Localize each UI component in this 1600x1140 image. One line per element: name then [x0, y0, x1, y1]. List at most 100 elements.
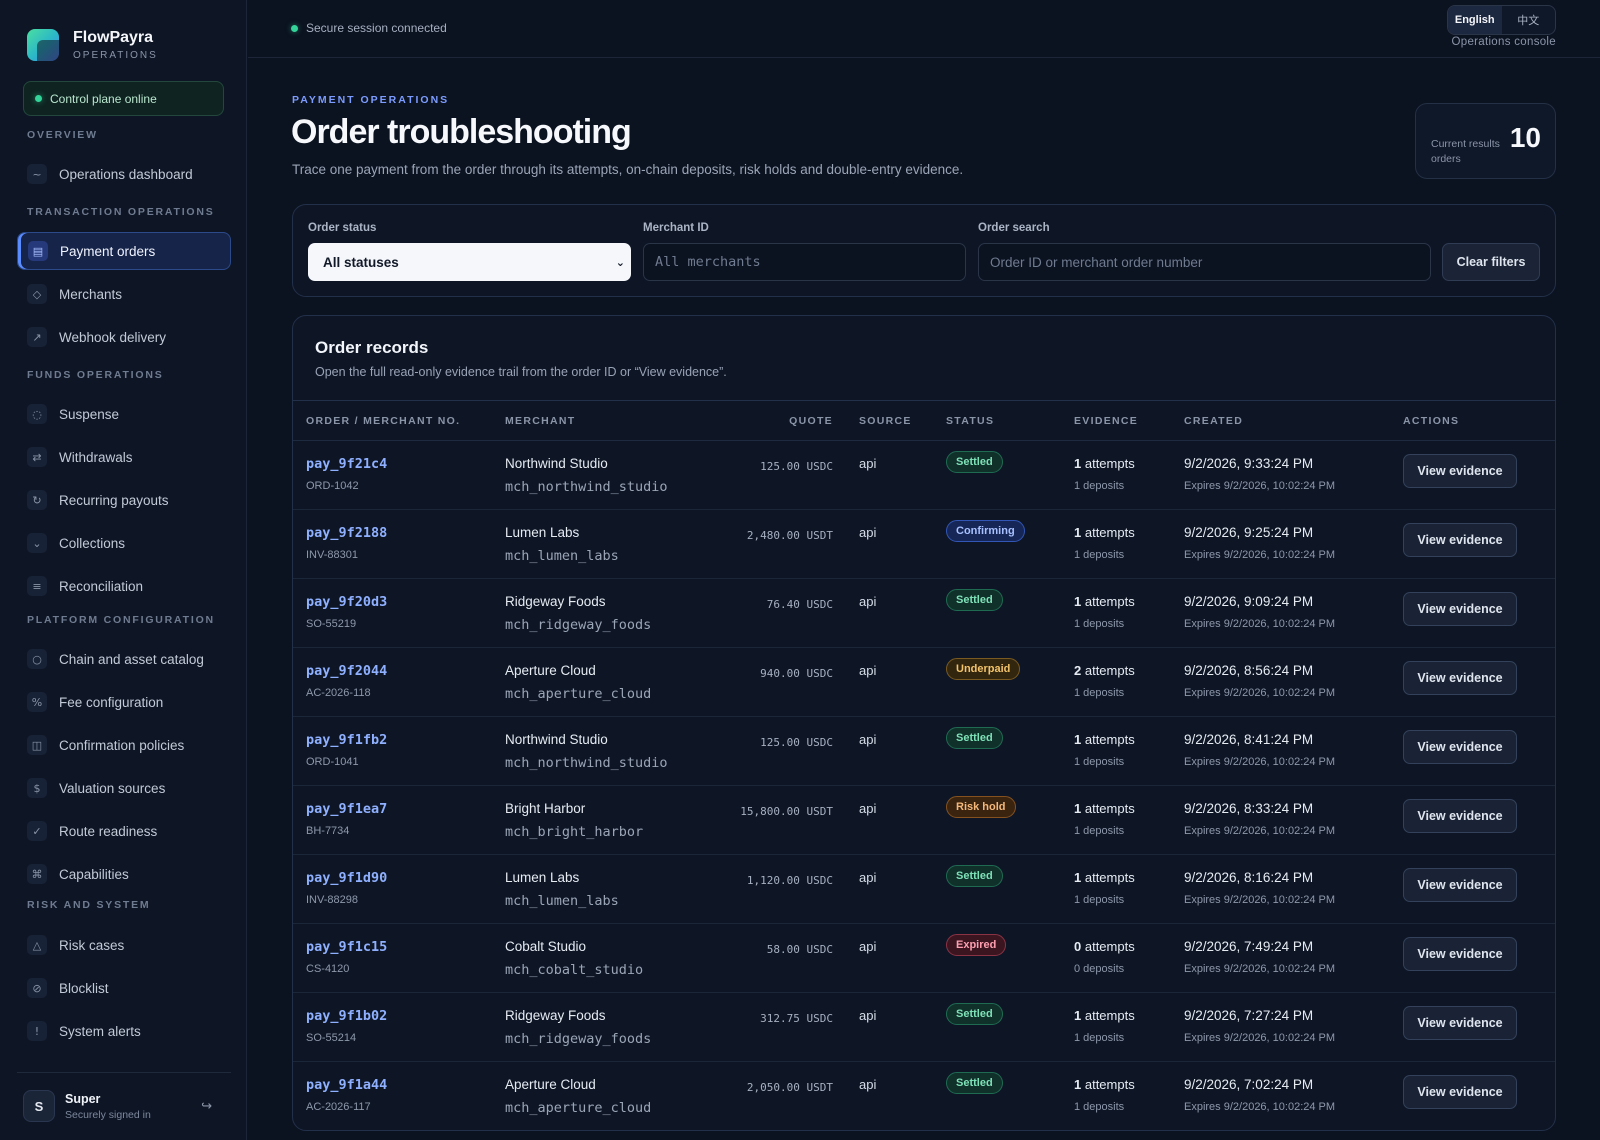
brand[interactable]: FlowPayra OPERATIONS	[27, 28, 158, 61]
view-evidence-button[interactable]: View evidence	[1403, 523, 1517, 557]
sidebar-item-reconciliation[interactable]: ≡ Reconciliation	[17, 567, 231, 605]
sidebar-item-confirmation-policies[interactable]: ◫ Confirmation policies	[17, 726, 231, 764]
table-row: pay_9f20d3 SO-55219 Ridgeway Foods mch_ridg…	[293, 579, 1555, 648]
brand-logo-icon	[27, 28, 59, 61]
created-time: 9/2/2026, 7:02:24 PM	[1184, 1077, 1314, 1092]
nav-section-title: PLATFORM CONFIGURATION	[27, 614, 215, 626]
created-time: 9/2/2026, 9:25:24 PM	[1184, 525, 1314, 540]
view-evidence-button[interactable]: View evidence	[1403, 730, 1517, 764]
view-evidence-button[interactable]: View evidence	[1403, 661, 1517, 695]
sidebar-item-chain-and-asset-catalog[interactable]: ○ Chain and asset catalog	[17, 640, 231, 678]
attempts-number: 0	[1074, 939, 1082, 954]
lang-english-button[interactable]: English	[1448, 6, 1502, 34]
sidebar-item-suspense[interactable]: ◌ Suspense	[17, 395, 231, 433]
attempts-number: 1	[1074, 525, 1082, 540]
merchant-order-number: BH-7734	[306, 825, 350, 837]
view-evidence-button[interactable]: View evidence	[1403, 1006, 1517, 1040]
source: api	[859, 939, 877, 954]
order-id-link[interactable]: pay_9f1ea7	[306, 801, 388, 817]
sidebar-item-withdrawals[interactable]: ⇄ Withdrawals	[17, 438, 231, 476]
quote-amount: 2,480.00 USDT	[746, 529, 833, 542]
view-evidence-button[interactable]: View evidence	[1403, 454, 1517, 488]
sidebar-item-risk-cases[interactable]: △ Risk cases	[17, 926, 231, 964]
order-id-link[interactable]: pay_9f20d3	[306, 594, 388, 610]
merchant-id-input[interactable]: All merchants	[643, 243, 966, 281]
col-quote: QUOTE	[789, 415, 833, 427]
status-filter-select[interactable]: All statuses ⌄	[308, 243, 631, 281]
attempts-number: 1	[1074, 732, 1082, 747]
sidebar-item-label: Fee configuration	[59, 694, 164, 710]
source: api	[859, 870, 877, 885]
attempts-count: 2 attempts	[1074, 663, 1135, 678]
records-description: Open the full read-only evidence trail f…	[315, 365, 727, 379]
order-id-link[interactable]: pay_9f1a44	[306, 1077, 388, 1093]
deposits-count: 1 deposits	[1074, 1101, 1125, 1113]
view-evidence-button[interactable]: View evidence	[1403, 937, 1517, 971]
sidebar-item-operations-dashboard[interactable]: ~ Operations dashboard	[17, 155, 231, 193]
order-id-link[interactable]: pay_9f21c4	[306, 456, 388, 472]
fee-configuration-icon: %	[27, 692, 47, 712]
collections-icon: ⌄	[27, 533, 47, 553]
merchant-id: mch_ridgeway_foods	[505, 617, 652, 633]
user-status: Securely signed in	[65, 1108, 151, 1121]
view-evidence-button[interactable]: View evidence	[1403, 868, 1517, 902]
source: api	[859, 801, 877, 816]
sidebar-item-capabilities[interactable]: ⌘ Capabilities	[17, 855, 231, 893]
created-time: 9/2/2026, 8:33:24 PM	[1184, 801, 1314, 816]
logout-icon[interactable]: ↪	[201, 1098, 212, 1113]
sidebar-item-valuation-sources[interactable]: $ Valuation sources	[17, 769, 231, 807]
attempts-number: 1	[1074, 1077, 1082, 1092]
sidebar-item-blocklist[interactable]: ⊘ Blocklist	[17, 969, 231, 1007]
view-evidence-button[interactable]: View evidence	[1403, 799, 1517, 833]
sidebar-item-route-readiness[interactable]: ✓ Route readiness	[17, 812, 231, 850]
filter-panel: Order status All statuses ⌄ Merchant ID …	[292, 204, 1556, 297]
sidebar-item-collections[interactable]: ⌄ Collections	[17, 524, 231, 562]
view-evidence-button[interactable]: View evidence	[1403, 592, 1517, 626]
expires-time: Expires 9/2/2026, 10:02:24 PM	[1184, 1101, 1336, 1113]
brand-subtitle: OPERATIONS	[73, 50, 158, 61]
expires-time: Expires 9/2/2026, 10:02:24 PM	[1184, 894, 1336, 906]
operations-dashboard-icon: ~	[27, 164, 47, 184]
sidebar-item-fee-configuration[interactable]: % Fee configuration	[17, 683, 231, 721]
expires-time: Expires 9/2/2026, 10:02:24 PM	[1184, 480, 1336, 492]
merchant-name: Cobalt Studio	[505, 939, 587, 954]
lang-chinese-button[interactable]: 中文	[1517, 15, 1540, 27]
sidebar-item-label: Chain and asset catalog	[59, 651, 204, 667]
payment-orders-icon: ▤	[28, 241, 48, 261]
order-id-link[interactable]: pay_9f2188	[306, 525, 388, 541]
user-menu[interactable]: S Super Securely signed in ↪	[23, 1088, 224, 1124]
nav-section-title: OVERVIEW	[27, 129, 98, 141]
sidebar-item-label: Payment orders	[60, 243, 156, 259]
order-id-link[interactable]: pay_9f1d90	[306, 870, 388, 886]
view-evidence-button[interactable]: View evidence	[1403, 1075, 1517, 1109]
clear-filters-button[interactable]: Clear filters	[1442, 243, 1540, 281]
order-id-link[interactable]: pay_9f1b02	[306, 1008, 388, 1024]
order-id-link[interactable]: pay_9f1c15	[306, 939, 388, 955]
source: api	[859, 663, 877, 678]
order-id-link[interactable]: pay_9f2044	[306, 663, 388, 679]
sidebar-item-system-alerts[interactable]: ! System alerts	[17, 1012, 231, 1050]
order-search-input[interactable]: Order ID or merchant order number	[978, 243, 1431, 281]
status-badge: Risk hold	[946, 796, 1016, 818]
status-badge: Settled	[946, 1072, 1003, 1094]
deposits-count: 1 deposits	[1074, 687, 1125, 699]
deposits-count: 1 deposits	[1074, 549, 1125, 561]
sidebar-item-label: Merchants	[59, 286, 123, 302]
deposits-count: 1 deposits	[1074, 1032, 1125, 1044]
merchant-id: mch_lumen_labs	[505, 893, 619, 909]
sidebar-item-merchants[interactable]: ◇ Merchants	[17, 275, 231, 313]
sidebar-item-webhook-delivery[interactable]: ↗ Webhook delivery	[17, 318, 231, 356]
console-label: Operations console	[1451, 36, 1556, 48]
sidebar-item-recurring-payouts[interactable]: ↻ Recurring payouts	[17, 481, 231, 519]
merchant-order-number: INV-88298	[306, 894, 358, 906]
attempts-count: 1 attempts	[1074, 1077, 1135, 1092]
sidebar-item-payment-orders[interactable]: ▤ Payment orders	[17, 232, 231, 270]
quote-amount: 940.00 USDC	[760, 667, 833, 680]
order-id-link[interactable]: pay_9f1fb2	[306, 732, 388, 748]
deposits-count: 0 deposits	[1074, 963, 1125, 975]
sidebar-item-label: Blocklist	[59, 980, 109, 996]
expires-time: Expires 9/2/2026, 10:02:24 PM	[1184, 963, 1336, 975]
status-badge: Settled	[946, 1003, 1003, 1025]
created-time: 9/2/2026, 8:16:24 PM	[1184, 870, 1314, 885]
merchant-id: mch_northwind_studio	[505, 755, 668, 771]
